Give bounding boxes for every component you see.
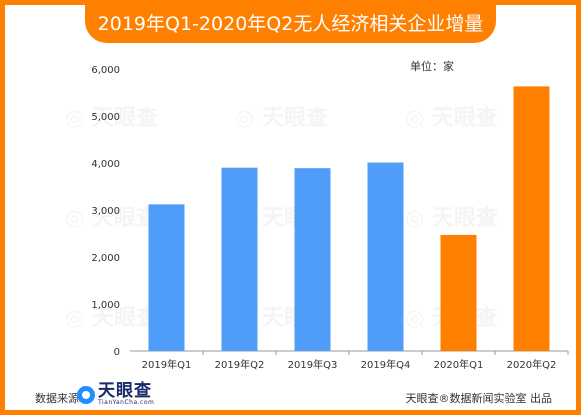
y-tick-label: 1,000: [91, 300, 120, 311]
publisher-label: 天眼查®数据新闻实验室 出品: [405, 392, 553, 405]
x-tick-label: 2019年Q4: [361, 358, 411, 371]
x-tick-label: 2019年Q3: [288, 358, 338, 371]
x-tick-label: 2019年Q2: [215, 358, 265, 371]
source-label: 数据来源：: [35, 392, 90, 405]
y-tick-label: 0: [114, 347, 120, 358]
x-tick-label: 2020年Q2: [507, 358, 557, 371]
bar: [148, 204, 185, 351]
y-tick-label: 4,000: [91, 159, 120, 170]
y-tick-label: 5,000: [91, 112, 120, 123]
bar: [221, 167, 258, 351]
logo-eye-icon: [77, 385, 95, 404]
logo-url: TianYanCha.com: [98, 399, 155, 406]
x-tick-label: 2019年Q1: [142, 358, 192, 371]
y-tick-label: 3,000: [91, 206, 120, 217]
y-tick-label: 2,000: [91, 253, 120, 264]
bar: [440, 234, 477, 351]
chart-title: 2019年Q1-2020年Q2无人经济相关企业增量: [85, 5, 496, 43]
bar-chart: 0 1,000 2,000 3,000 4,000 5,000 6,000 2019年Q1 20…: [91, 65, 569, 371]
tianyancha-logo: 天眼查 TianYanCha.com: [77, 383, 154, 406]
x-tick-label: 2020年Q1: [434, 358, 484, 371]
bar: [294, 168, 331, 351]
y-tick-label: 6,000: [91, 65, 120, 76]
bar: [513, 86, 550, 351]
unit-label: 单位：家: [410, 60, 454, 73]
logo-name: 天眼查: [98, 381, 152, 401]
bar: [367, 162, 404, 351]
